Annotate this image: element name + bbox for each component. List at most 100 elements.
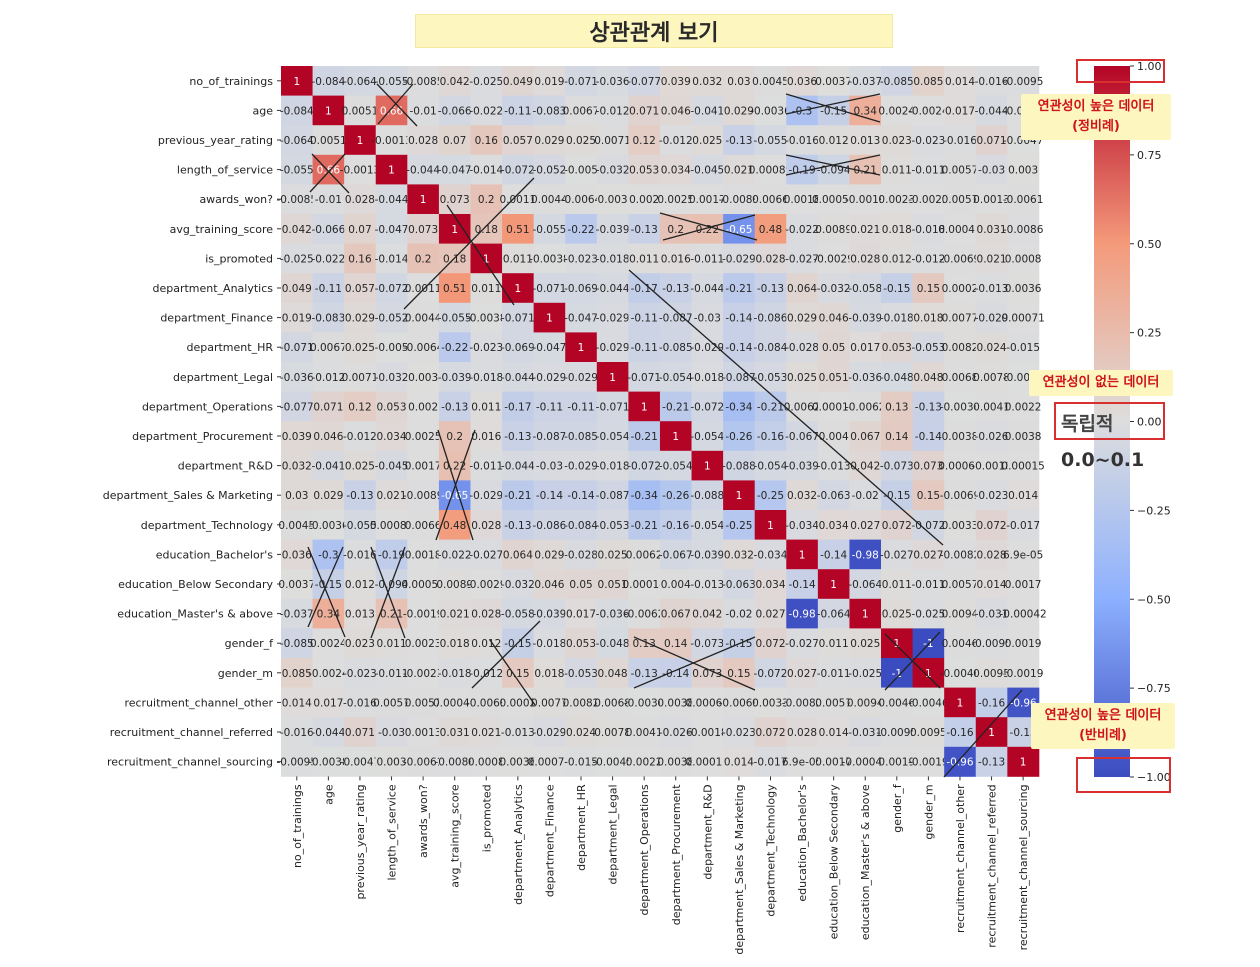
cell-value-label: -0.047 bbox=[438, 165, 472, 177]
heatmap-cell bbox=[565, 302, 598, 333]
cell-value-label: -0.047 bbox=[564, 313, 598, 325]
cell-value-label: 0.05 bbox=[569, 579, 592, 591]
cell-value-label: -0.047 bbox=[533, 342, 567, 354]
cell-value-label: -0.0061 bbox=[1003, 194, 1044, 206]
heatmap-cell bbox=[344, 273, 377, 304]
cell-value-label: -0.032 bbox=[501, 579, 535, 591]
heatmap-cell bbox=[565, 273, 598, 304]
y-tick-label: department_Technology bbox=[141, 519, 274, 532]
heatmap-cell bbox=[912, 598, 945, 629]
cell-value-label: 0.049 bbox=[503, 76, 533, 88]
cell-value-label: 0.0089 bbox=[436, 579, 473, 591]
heatmap-cell bbox=[754, 658, 787, 688]
heatmap-cell bbox=[281, 569, 313, 600]
heatmap-cell bbox=[944, 125, 977, 156]
heatmap-cell bbox=[344, 362, 377, 392]
cell-value-label: 0.16 bbox=[475, 135, 499, 147]
heatmap-cell bbox=[881, 302, 913, 333]
heatmap-cell bbox=[849, 510, 882, 540]
cell-value-label: -0.14 bbox=[820, 549, 847, 561]
heatmap-cell bbox=[375, 717, 408, 748]
heatmap-cell bbox=[944, 539, 977, 570]
heatmap-cell bbox=[470, 598, 503, 629]
cell-value-label: -0.055 bbox=[438, 313, 472, 325]
cell-value-label: -0.072 bbox=[627, 461, 661, 473]
heatmap-cell bbox=[281, 332, 313, 363]
cell-value-label: 0.046 bbox=[819, 313, 849, 325]
heatmap-cell bbox=[975, 658, 1008, 688]
cell-value-label: 0.0067 bbox=[563, 105, 600, 117]
heatmap-cell bbox=[438, 95, 471, 126]
heatmap-cell bbox=[975, 569, 1008, 600]
cell-value-label: -0.085 bbox=[280, 638, 314, 650]
cell-value-label: -0.029 bbox=[564, 372, 598, 384]
heatmap-cell bbox=[659, 658, 692, 688]
heatmap-cell bbox=[628, 154, 661, 185]
heatmap-cell bbox=[533, 450, 566, 481]
cell-value-label: 0.032 bbox=[724, 549, 754, 561]
cell-value-label: -0.028 bbox=[785, 342, 819, 354]
cell-value-label: -0.088 bbox=[690, 490, 724, 502]
cell-value-label: -0.084 bbox=[754, 342, 788, 354]
heatmap-cell bbox=[596, 598, 629, 629]
heatmap-cell bbox=[628, 717, 661, 748]
cell-value-label: -0.013 bbox=[690, 579, 724, 591]
heatmap-cell bbox=[596, 539, 629, 570]
heatmap-cell bbox=[912, 510, 945, 540]
heatmap-cell bbox=[975, 332, 1008, 363]
cell-value-label: 1 bbox=[925, 668, 932, 680]
x-tick-label: department_Sales & Marketing bbox=[733, 784, 746, 954]
heatmap-cell bbox=[881, 717, 913, 748]
cell-value-label: -0.0018 bbox=[687, 727, 728, 739]
positive-callout-sub: (정비례) bbox=[1072, 119, 1120, 134]
heatmap-cell bbox=[1007, 510, 1040, 540]
cell-value-label: 0.036 bbox=[787, 76, 817, 88]
heatmap-cell bbox=[502, 243, 535, 274]
heatmap-cell bbox=[912, 717, 945, 748]
heatmap-cell bbox=[691, 66, 724, 96]
heatmap-cell bbox=[786, 421, 819, 452]
cell-value-label: -0.0082 bbox=[782, 697, 823, 709]
cell-value-label: 0.0044 bbox=[531, 194, 568, 206]
heatmap-cell bbox=[375, 302, 408, 333]
cell-value-label: -0.025 bbox=[469, 76, 503, 88]
range-label: 0.0~0.1 bbox=[1061, 449, 1145, 471]
heatmap-cell bbox=[786, 569, 819, 600]
heatmap-cell bbox=[565, 450, 598, 481]
heatmap-cell bbox=[407, 450, 440, 481]
heatmap-cell bbox=[470, 362, 503, 392]
cell-value-label: -0.22 bbox=[567, 224, 594, 236]
heatmap-cell bbox=[975, 480, 1008, 511]
cell-value-label: -0.34 bbox=[631, 490, 658, 502]
cell-value-label: -0.016 bbox=[280, 727, 314, 739]
cell-value-label: -0.16 bbox=[978, 697, 1005, 709]
heatmap-cell bbox=[628, 569, 661, 600]
heatmap-cell bbox=[470, 746, 503, 777]
cell-value-label: -0.016 bbox=[785, 135, 819, 147]
cell-value-label: 0.073 bbox=[913, 461, 943, 473]
cell-value-label: -0.15 bbox=[883, 283, 910, 295]
heatmap-cell bbox=[817, 687, 850, 718]
heatmap-cell bbox=[628, 66, 661, 96]
heatmap-cell bbox=[786, 66, 819, 96]
cell-value-label: 1 bbox=[609, 372, 616, 384]
cell-value-label: 0.028 bbox=[787, 727, 817, 739]
heatmap-cell bbox=[912, 125, 945, 156]
heatmap-cell bbox=[628, 510, 661, 540]
cell-value-label: -0.022 bbox=[438, 549, 472, 561]
cell-value-label: -0.047 bbox=[375, 224, 409, 236]
cell-value-label: 0.067 bbox=[661, 609, 691, 621]
heatmap-cell bbox=[975, 243, 1008, 274]
cell-value-label: -0.023 bbox=[911, 135, 945, 147]
cell-value-label: -0.0023 bbox=[403, 668, 444, 680]
cell-value-label: -0.088 bbox=[722, 461, 756, 473]
heatmap-cell bbox=[881, 95, 913, 126]
heatmap-cell bbox=[407, 154, 440, 185]
cell-value-label: -0.0045 bbox=[592, 757, 633, 769]
y-tick-label: department_Sales & Marketing bbox=[103, 489, 273, 502]
cell-value-label: -0.071 bbox=[564, 76, 598, 88]
heatmap-cell bbox=[786, 273, 819, 304]
heatmap-cell bbox=[975, 184, 1008, 215]
cell-value-label: -0.023 bbox=[975, 490, 1009, 502]
heatmap-cell bbox=[723, 302, 756, 333]
